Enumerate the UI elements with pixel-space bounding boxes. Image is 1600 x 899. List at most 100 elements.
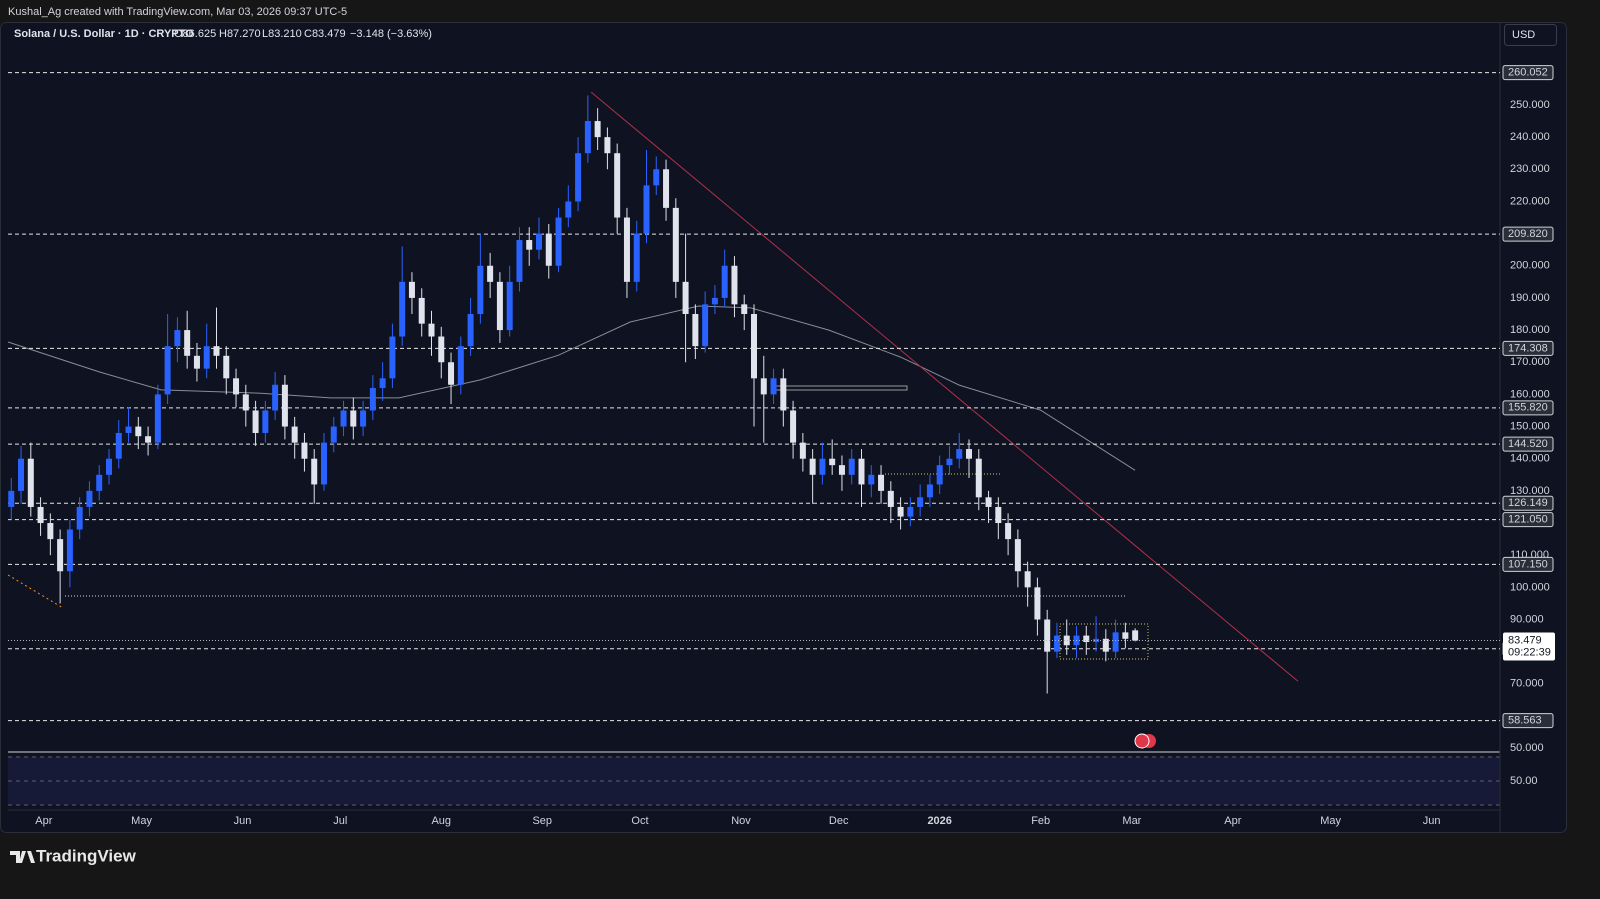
y-tick-label: 90.000 — [1510, 613, 1544, 625]
candle-body — [37, 506, 44, 524]
candle-body — [663, 169, 670, 208]
candle-body — [1005, 523, 1012, 540]
candle-body — [125, 426, 132, 433]
x-tick-label: Mar — [1122, 815, 1141, 827]
level-label: 58.563 — [1508, 715, 1542, 727]
candle-body — [878, 474, 885, 491]
candle-body — [184, 330, 191, 356]
candle-body — [291, 426, 298, 443]
candle-body — [848, 458, 855, 475]
candle-body — [1063, 635, 1070, 646]
candle-body — [985, 497, 992, 507]
candle-body — [105, 458, 112, 475]
y-tick-label: 230.000 — [1510, 163, 1550, 175]
candle-body — [448, 362, 455, 385]
y-tick-label: 70.000 — [1510, 678, 1544, 690]
event-icon-front — [1134, 733, 1150, 749]
ohlc-close: C83.479 — [304, 28, 346, 40]
candle-body — [320, 442, 327, 485]
y-tick-label: 180.000 — [1510, 324, 1550, 336]
brand: TradingView — [36, 846, 137, 865]
level-label-box — [1502, 65, 1554, 81]
candle-body — [1083, 635, 1090, 643]
candle-body — [907, 506, 914, 517]
candle-body — [389, 336, 396, 379]
candle-body — [311, 458, 318, 485]
x-tick-label: Jun — [234, 815, 252, 827]
candle-body — [1093, 638, 1100, 643]
candle-body — [956, 449, 963, 459]
candle-body — [995, 506, 1002, 524]
chart-panel — [0, 22, 1567, 833]
candle-body — [731, 265, 738, 305]
candle-body — [936, 465, 943, 485]
y-tick-label: 240.000 — [1510, 131, 1550, 143]
candle-body — [330, 426, 337, 443]
candle-body — [946, 458, 953, 466]
candle-body — [594, 121, 601, 138]
x-tick-label: May — [1320, 815, 1341, 827]
candle-body — [1024, 571, 1031, 588]
candle-body — [643, 185, 650, 234]
x-tick-label: Aug — [431, 815, 451, 827]
candle-body — [301, 442, 308, 459]
candle-body — [242, 394, 249, 411]
y-tick-label: 150.000 — [1510, 420, 1550, 432]
candle-body — [575, 153, 582, 202]
candle-body — [18, 458, 25, 491]
brand-logo — [10, 851, 35, 863]
event-icon[interactable] — [1134, 733, 1156, 749]
x-tick-label: Sep — [532, 815, 552, 827]
candle-body — [604, 137, 611, 154]
symbol: Solana / U.S. Dollar · 1D · CRYPTO — [14, 28, 194, 40]
candle-body — [926, 484, 933, 498]
x-tick-label: Feb — [1031, 815, 1050, 827]
candle-body — [428, 323, 435, 337]
candle-body — [751, 314, 757, 379]
x-tick-label: Dec — [829, 815, 849, 827]
level-label-box — [1502, 713, 1554, 729]
y-tick-label: 190.000 — [1510, 292, 1550, 304]
x-tick-label: Apr — [35, 815, 52, 827]
candle-body — [262, 410, 269, 433]
level-label: 144.520 — [1508, 438, 1548, 450]
candle-body — [516, 240, 523, 282]
candle-body — [457, 346, 464, 385]
candle-body — [360, 410, 367, 427]
currency-button[interactable] — [1504, 24, 1557, 46]
candle-body — [1102, 638, 1109, 652]
candle-body — [86, 490, 93, 507]
candle-body — [721, 265, 728, 298]
candle-body — [467, 314, 474, 347]
candle-body — [1122, 632, 1129, 639]
candle-body — [838, 465, 845, 475]
candle-body — [154, 394, 161, 443]
level-label: 209.820 — [1508, 228, 1548, 240]
candle-body — [252, 410, 259, 433]
candle-body — [369, 387, 376, 411]
candle-body — [340, 410, 347, 427]
candle-body — [741, 304, 748, 314]
level-label-box — [1502, 556, 1554, 572]
candle-body — [584, 121, 591, 154]
candle-body — [917, 497, 924, 507]
candle-body — [1053, 635, 1060, 652]
candle-body — [203, 346, 210, 369]
candle-body — [682, 281, 689, 314]
candle-body — [526, 240, 533, 250]
candle-body — [672, 207, 679, 282]
y-tick-label: 140.000 — [1510, 453, 1550, 465]
candle-body — [164, 346, 171, 395]
candle-body — [829, 458, 836, 466]
candle-body — [477, 265, 484, 314]
x-tick-label: Oct — [631, 815, 648, 827]
y-tick-label: 250.000 — [1510, 99, 1550, 111]
candle-body — [887, 490, 894, 507]
candle-body — [780, 378, 787, 411]
candle-body — [223, 355, 230, 379]
level-label: 155.820 — [1508, 402, 1548, 414]
candle-body — [545, 233, 552, 266]
candle-body — [565, 201, 572, 218]
candle-body — [555, 217, 562, 266]
